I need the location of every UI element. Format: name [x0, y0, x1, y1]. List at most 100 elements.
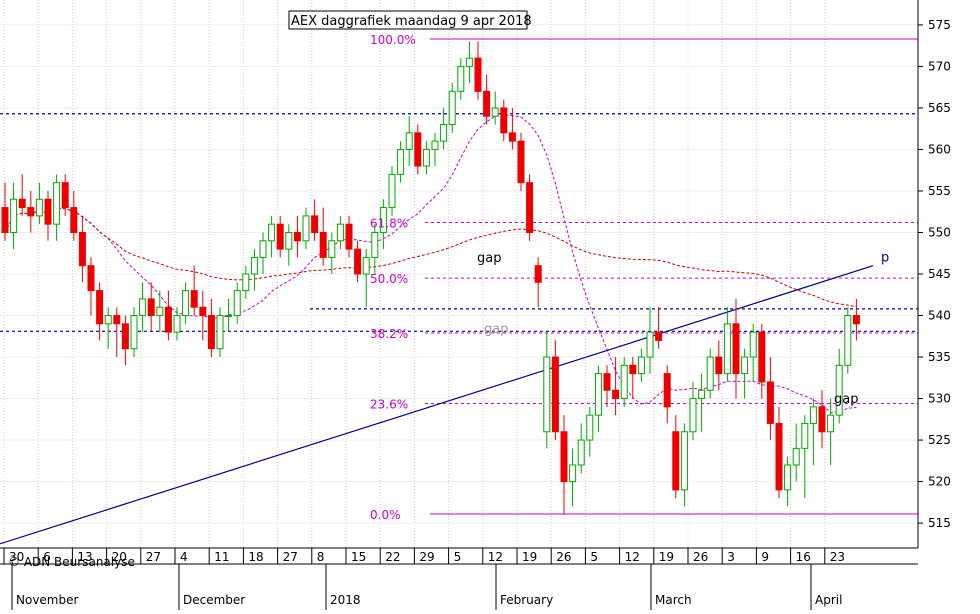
- candle-body: [620, 364, 628, 400]
- x-tick-label: 19: [522, 550, 537, 564]
- candle-body: [345, 223, 353, 250]
- moving-average-short: [4, 114, 857, 413]
- candle-body: [543, 356, 551, 433]
- x-tick-label: 16: [796, 550, 811, 564]
- chart-labels: AEX daggrafiek maandag 9 apr 2018 © ADN …: [8, 10, 889, 569]
- candle-body: [354, 248, 362, 275]
- x-tick-label: 13: [77, 550, 92, 564]
- candle-body: [698, 389, 706, 400]
- candle-body: [784, 464, 792, 491]
- y-tick-label: 575: [928, 18, 951, 32]
- candle-body: [130, 315, 138, 350]
- candle-body: [96, 290, 104, 325]
- candle-body: [646, 331, 654, 358]
- candle-body: [723, 323, 731, 375]
- x-tick-label: 19: [659, 550, 674, 564]
- candle-body: [551, 356, 559, 433]
- candle-body: [139, 298, 147, 317]
- candle-body: [483, 90, 491, 117]
- candle-body: [672, 431, 680, 491]
- candle-body: [818, 406, 826, 433]
- fib-level-label: 23.6%: [370, 398, 408, 412]
- candle-body: [104, 315, 112, 325]
- candle-body: [27, 207, 35, 217]
- candle-body: [362, 256, 370, 275]
- x-tick-label: 26: [693, 550, 708, 564]
- fib-level-label: 38.2%: [370, 327, 408, 341]
- candle-body: [1, 207, 9, 233]
- grid-layer: [0, 0, 918, 548]
- watermark: © ADN Beursanalyse: [8, 555, 135, 569]
- fib-level-label: 0.0%: [370, 508, 401, 522]
- candle-body: [637, 356, 645, 375]
- candle-body: [388, 173, 396, 209]
- candle-body: [233, 290, 241, 317]
- moving-averages: [4, 114, 857, 413]
- candle-body: [182, 290, 190, 317]
- candle-body: [741, 356, 749, 375]
- x-tick-label: 15: [351, 550, 366, 564]
- candle-body: [749, 331, 757, 358]
- y-tick-label: 525: [928, 433, 951, 447]
- candle-body: [766, 381, 774, 424]
- candle-body: [311, 215, 319, 233]
- candle-body: [680, 431, 688, 491]
- candle-body: [422, 148, 430, 167]
- gap-annotation: gap: [477, 251, 501, 266]
- candle-body: [844, 315, 852, 366]
- x-tick-label: 3: [727, 550, 735, 564]
- candle-body: [801, 422, 809, 449]
- candle-body: [147, 298, 155, 317]
- month-label: November: [16, 593, 78, 607]
- candle-body: [689, 398, 697, 433]
- candle-body: [852, 315, 860, 325]
- candle-body: [53, 182, 61, 225]
- candle-body: [78, 231, 86, 267]
- trendline: [0, 265, 874, 545]
- x-tick-label: 12: [625, 550, 640, 564]
- candle-body: [732, 323, 740, 375]
- y-tick-label: 555: [928, 184, 951, 198]
- candle-body: [276, 223, 284, 250]
- x-tick-label: 23: [830, 550, 845, 564]
- fib-level-label: 50.0%: [370, 272, 408, 286]
- x-tick-label: 29: [419, 550, 434, 564]
- y-tick-label: 570: [928, 59, 951, 73]
- y-tick-label: 515: [928, 516, 951, 530]
- candle-body: [835, 364, 843, 416]
- candle-body: [319, 231, 327, 258]
- x-tick-label: 18: [248, 550, 263, 564]
- candle-body: [10, 198, 18, 233]
- y-tick-label: 545: [928, 267, 951, 281]
- candle-body: [293, 231, 301, 242]
- candle-body: [517, 140, 525, 184]
- candle-body: [371, 231, 379, 258]
- month-label: December: [183, 593, 245, 607]
- candle-body: [663, 373, 671, 408]
- candle-body: [500, 107, 508, 134]
- candle-body: [173, 315, 181, 333]
- fib-level-label: 61.8%: [370, 217, 408, 231]
- candle-body: [207, 315, 215, 350]
- x-tick-label: 22: [385, 550, 400, 564]
- gap-annotation: gap: [484, 322, 508, 337]
- x-tick-label: 9: [761, 550, 769, 564]
- candle-body: [586, 414, 594, 441]
- candle-body: [250, 256, 258, 275]
- y-tick-label: 520: [928, 475, 951, 489]
- trendline-label: p: [881, 251, 889, 266]
- x-tick-label: 12: [488, 550, 503, 564]
- candle-body: [87, 265, 95, 292]
- candle-body: [715, 356, 723, 375]
- candle-body: [113, 315, 121, 325]
- candle-body: [397, 148, 405, 175]
- candle-body: [225, 315, 233, 318]
- candle-body: [474, 57, 482, 92]
- candle-body: [534, 265, 542, 283]
- candle-body: [302, 215, 310, 242]
- candle-body: [457, 65, 465, 92]
- y-tick-label: 550: [928, 225, 951, 239]
- candle-body: [405, 132, 413, 150]
- candle-body: [706, 356, 714, 391]
